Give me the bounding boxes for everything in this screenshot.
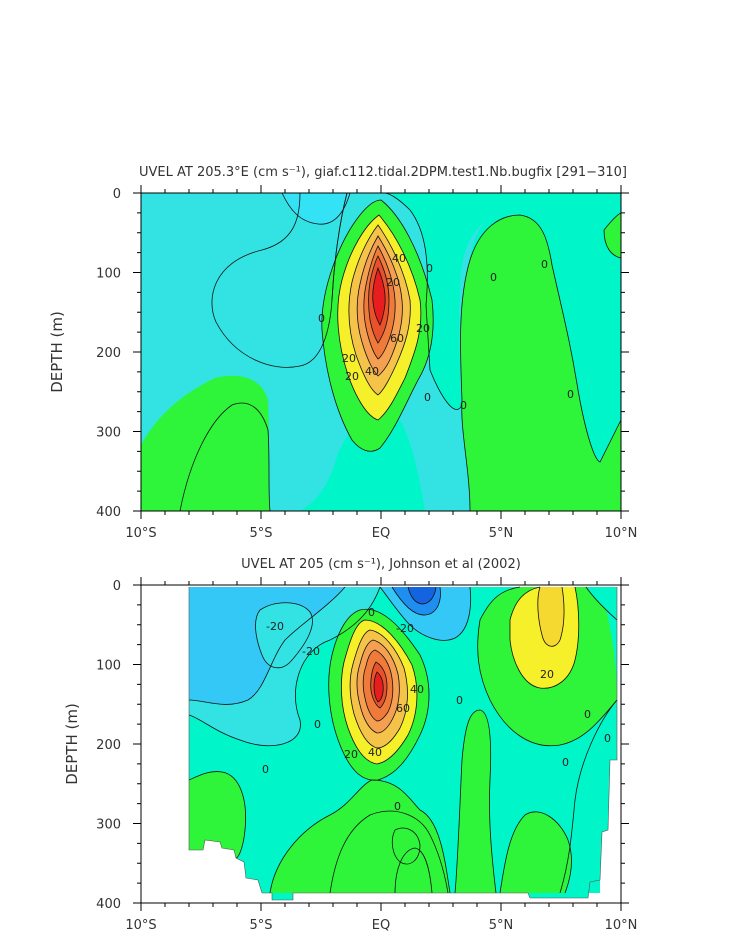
- p1-clabel: 0: [318, 312, 325, 325]
- x-tick-label: 10°N: [605, 526, 638, 541]
- p1-clabel: 0: [490, 271, 497, 284]
- p1-pos-right: [460, 215, 621, 511]
- x-tick-label: EQ: [372, 918, 390, 933]
- x-tick-label: 5°S: [249, 526, 272, 541]
- p2-clabel: 0: [604, 732, 611, 745]
- p1-contour-lines: [179, 193, 621, 511]
- p1-euc-peak: [372, 268, 386, 325]
- p2-clabel: 0: [584, 708, 591, 721]
- p1-pos-left: [141, 375, 270, 511]
- p1-clabel: 20: [342, 352, 356, 365]
- p2-clabel: 0: [314, 718, 321, 731]
- p2-zero-right: [560, 700, 617, 893]
- y-tick-label: 100: [96, 659, 121, 674]
- y-tick-label: 400: [96, 897, 121, 912]
- x-tick-label: EQ: [372, 526, 390, 541]
- panel-2-ylabel: DEPTH (m): [63, 703, 81, 785]
- p2-clabel: 60: [396, 702, 410, 715]
- y-tick-label: 0: [113, 187, 121, 202]
- panel-2: UVEL AT 205 (cm s⁻¹), Johnson et al (200…: [63, 557, 637, 933]
- p2-clabel: -20: [302, 645, 320, 658]
- p2-zero-topright: [586, 587, 617, 620]
- p2-pos-left: [189, 771, 246, 858]
- p2-pos-column: [455, 710, 496, 893]
- p2-clabel: 20: [540, 668, 554, 681]
- p1-contour-labels: 40 20 20 60 20 40 20 0 0 0 0 0 0 0: [318, 252, 574, 412]
- x-tick-label: 10°S: [125, 526, 156, 541]
- p2-clabel: 0: [262, 763, 269, 776]
- p2-clabel: 0: [368, 606, 375, 619]
- p2-data-edge: [188, 587, 618, 901]
- panel-2-title: UVEL AT 205 (cm s⁻¹), Johnson et al (200…: [241, 557, 521, 572]
- p1-clabel: 20: [386, 276, 400, 289]
- y-tick-label: 300: [96, 818, 121, 833]
- p2-pos-bottom-right: [500, 811, 572, 893]
- panel-1-title: UVEL AT 205.3°E (cm s⁻¹), giaf.c112.tida…: [139, 165, 627, 180]
- p1-clabel: 40: [392, 252, 406, 265]
- p2-clabel: 0: [562, 756, 569, 769]
- p1-neg-area: [141, 193, 347, 368]
- x-tick-label: 10°N: [605, 918, 638, 933]
- p2-clabel: -20: [266, 620, 284, 633]
- p1-pos-rightedge: [604, 213, 621, 258]
- p2-pos45-right: [537, 587, 565, 647]
- p2-clabel: 0: [456, 694, 463, 707]
- p1-clabel: 0: [424, 391, 431, 404]
- p1-clabel: 0: [541, 258, 548, 271]
- y-tick-label: 200: [96, 346, 121, 361]
- p1-clabel: 0: [460, 399, 467, 412]
- p1-clabel: 20: [416, 322, 430, 335]
- x-tick-label: 5°S: [249, 918, 272, 933]
- y-tick-label: 100: [96, 267, 121, 282]
- x-tick-label: 5°N: [489, 526, 514, 541]
- y-tick-label: 0: [113, 579, 121, 594]
- p2-pos-mid: [270, 780, 450, 893]
- p2-clabel: 20: [344, 748, 358, 761]
- p2-contour-labels: -20 -20 0 0 -20 40 60 40 20 20 0 0 0 0 0…: [262, 606, 611, 813]
- p2-clabel: 40: [410, 683, 424, 696]
- x-tick-label: 10°S: [125, 918, 156, 933]
- p1-clabel: 20: [345, 370, 359, 383]
- p2-euc-peak: [374, 672, 384, 702]
- y-tick-label: 300: [96, 426, 121, 441]
- p1-clabel: 0: [567, 388, 574, 401]
- p2-neg10-island: [255, 602, 313, 668]
- y-tick-label: 200: [96, 738, 121, 753]
- p2-neg40-top: [408, 587, 436, 604]
- p2-clabel: 40: [368, 746, 382, 759]
- p1-clabel: 40: [365, 365, 379, 378]
- panel-1-contours: [141, 193, 621, 511]
- panel-1: UVEL AT 205.3°E (cm s⁻¹), giaf.c112.tida…: [48, 165, 637, 541]
- p2-contour-lines: [188, 586, 618, 894]
- panel-2-contours: [188, 586, 618, 901]
- panel-1-ylabel: DEPTH (m): [48, 311, 66, 393]
- p2-clabel: 0: [394, 800, 401, 813]
- p1-clabel: 60: [390, 332, 404, 345]
- p2-clabel: -20: [396, 622, 414, 635]
- y-tick-label: 400: [96, 505, 121, 520]
- p1-clabel: 0: [426, 262, 433, 275]
- x-tick-label: 5°N: [489, 918, 514, 933]
